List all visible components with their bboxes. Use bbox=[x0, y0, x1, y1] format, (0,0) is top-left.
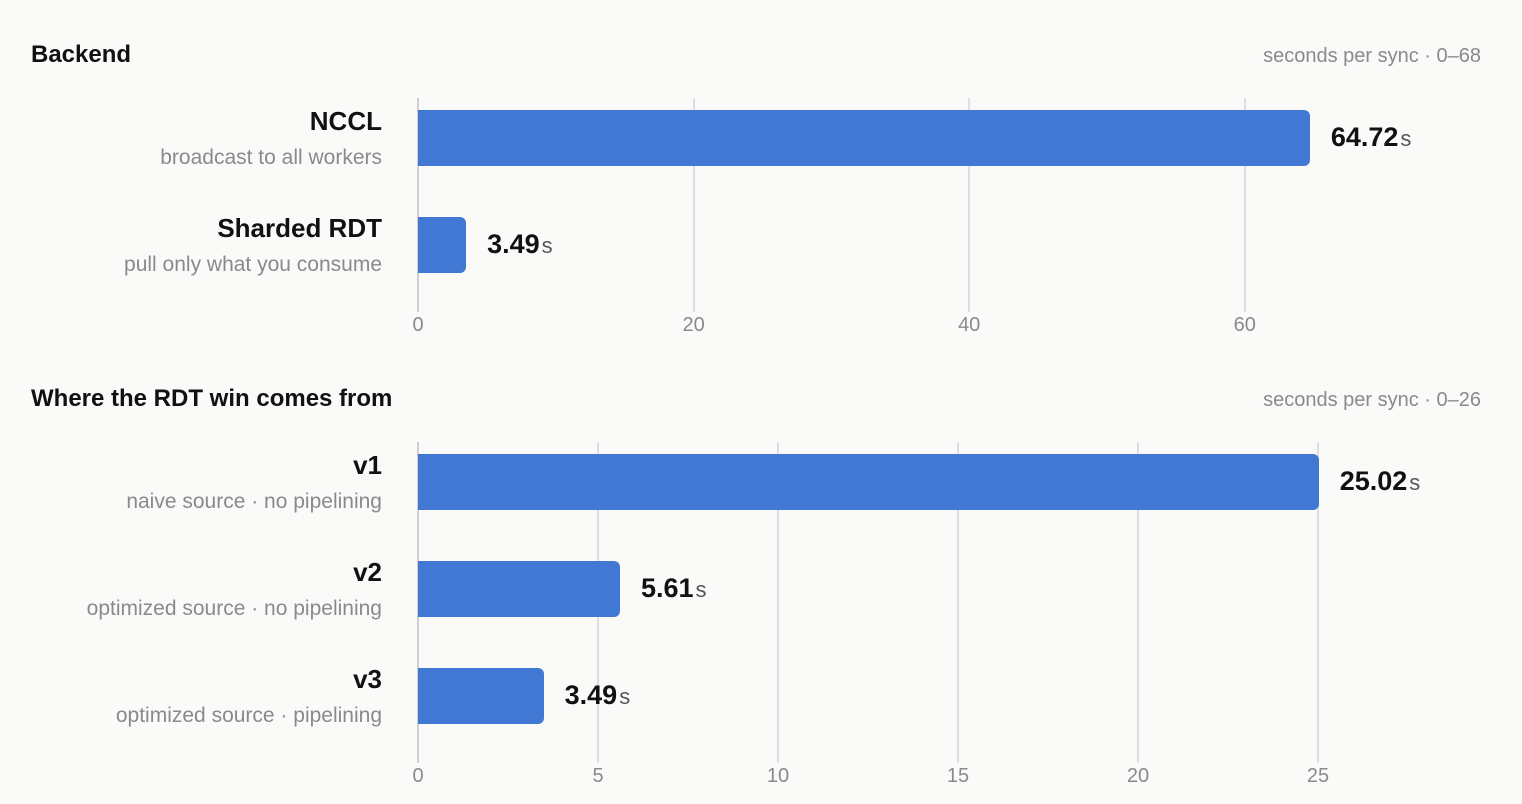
x-tick-label: 0 bbox=[412, 765, 424, 787]
value-number: 25.02 bbox=[1339, 466, 1408, 496]
category-label: NCCL bbox=[309, 106, 382, 136]
value-label: 25.02s bbox=[1340, 465, 1421, 502]
bar bbox=[418, 561, 620, 617]
category-label: v2 bbox=[353, 557, 382, 587]
bar bbox=[418, 217, 467, 273]
x-tick-label: 0 bbox=[412, 314, 424, 336]
x-tick-label: 20 bbox=[1126, 765, 1150, 787]
scale-note: seconds per sync · 0–68 bbox=[1263, 45, 1481, 67]
category-subtitle: optimized source · pipelining bbox=[115, 704, 382, 727]
gridline bbox=[1317, 442, 1319, 763]
gridline bbox=[968, 98, 971, 312]
x-tick-label: 20 bbox=[682, 314, 705, 336]
value-unit: s bbox=[619, 684, 631, 709]
x-tick-label: 15 bbox=[946, 765, 970, 787]
panel-title: Backend bbox=[31, 41, 132, 68]
gridline bbox=[1137, 442, 1139, 763]
category-label: v1 bbox=[353, 450, 382, 480]
x-tick-label: 40 bbox=[958, 314, 981, 336]
value-label: 3.49s bbox=[565, 679, 631, 716]
value-unit: s bbox=[1409, 470, 1421, 495]
axis-baseline bbox=[417, 98, 419, 312]
gridline bbox=[692, 98, 695, 312]
value-unit: s bbox=[541, 233, 553, 258]
bar bbox=[418, 454, 1319, 510]
category-subtitle: naive source · no pipelining bbox=[126, 490, 382, 513]
category-subtitle: pull only what you consume bbox=[124, 253, 382, 276]
panel-title: Where the RDT win comes from bbox=[31, 385, 393, 412]
value-label: 3.49s bbox=[487, 228, 553, 265]
value-label: 64.72s bbox=[1331, 121, 1412, 158]
category-subtitle: broadcast to all workers bbox=[160, 146, 382, 169]
gridline bbox=[957, 442, 959, 763]
category-label: v3 bbox=[353, 664, 382, 694]
x-tick-label: 25 bbox=[1306, 765, 1330, 787]
value-number: 3.49 bbox=[564, 680, 618, 710]
value-number: 64.72 bbox=[1330, 122, 1399, 152]
x-tick-label: 5 bbox=[592, 765, 604, 787]
value-number: 5.61 bbox=[640, 573, 694, 603]
scale-note: seconds per sync · 0–26 bbox=[1263, 389, 1481, 411]
x-tick-label: 10 bbox=[766, 765, 790, 787]
value-unit: s bbox=[1400, 126, 1412, 151]
bar bbox=[418, 668, 544, 724]
category-label: Sharded RDT bbox=[217, 213, 382, 243]
category-subtitle: optimized source · no pipelining bbox=[86, 597, 382, 620]
value-number: 3.49 bbox=[487, 229, 540, 259]
value-unit: s bbox=[695, 577, 707, 602]
bar bbox=[418, 110, 1310, 166]
gridline bbox=[1243, 98, 1246, 312]
gridline bbox=[777, 442, 779, 763]
x-tick-label: 60 bbox=[1233, 314, 1256, 336]
value-label: 5.61s bbox=[641, 572, 707, 609]
